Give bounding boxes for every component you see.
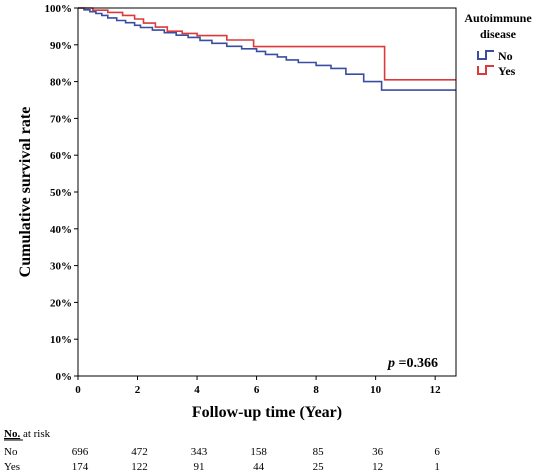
risk-cell: 158 [250, 446, 267, 458]
y-tick-label: 10% [50, 334, 72, 346]
risk-rows: No 696 472 343 158 85 36 6 Yes 174 122 91 44 25 12 1 [4, 446, 440, 473]
risk-header-no: No. [4, 428, 20, 440]
x-axis-label: Follow-up time (Year) [192, 404, 342, 421]
risk-cell: 12 [372, 461, 383, 473]
axes: 0% 10% 20% 30% 40% 50% 60% 70% 80% 90% 100% 0 2 4 6 8 10… [45, 3, 457, 396]
legend-swatch-yes [477, 65, 494, 75]
y-tick-label: 90% [50, 40, 72, 52]
y-tick-label: 80% [50, 77, 72, 89]
plot-frame [77, 7, 457, 377]
legend: Autoimmune disease No Yes [464, 11, 532, 78]
risk-table-header: No. at risk [4, 428, 51, 440]
series-line-yes [78, 7, 456, 81]
p-symbol: p [387, 356, 395, 371]
risk-cell: 472 [131, 446, 148, 458]
y-tick-label: 30% [50, 261, 72, 273]
x-tick-label: 10 [370, 384, 382, 396]
legend-title-line-2: disease [480, 27, 517, 41]
risk-header-at-risk: at risk [20, 428, 50, 440]
risk-row-label: Yes [4, 461, 20, 473]
risk-row-label: No [4, 446, 18, 458]
x-tick-label: 4 [194, 384, 200, 396]
risk-cell: 91 [194, 461, 205, 473]
risk-cell: 44 [253, 461, 265, 473]
y-tick-label: 0% [56, 371, 73, 383]
legend-swatch-no [477, 50, 494, 60]
risk-cell: 36 [372, 446, 384, 458]
p-value-text: =0.366 [395, 356, 438, 371]
p-value-annotation: p =0.366 [387, 356, 438, 371]
legend-label-no: No [498, 49, 513, 63]
risk-cell: 122 [131, 461, 148, 473]
risk-cell: 6 [434, 446, 440, 458]
risk-cell: 696 [72, 446, 89, 458]
legend-title-line-1: Autoimmune [464, 11, 532, 25]
risk-cell: 343 [191, 446, 208, 458]
y-tick-label: 100% [45, 3, 73, 15]
y-axis-label: Cumulative survival rate [17, 107, 34, 278]
y-tick-label: 40% [50, 224, 72, 236]
risk-cell: 85 [313, 446, 325, 458]
x-tick-label: 0 [75, 384, 81, 396]
risk-cell: 1 [434, 461, 440, 473]
risk-cell: 25 [313, 461, 325, 473]
risk-cell: 174 [72, 461, 89, 473]
series-line-no [78, 7, 456, 91]
x-tick-label: 12 [430, 384, 442, 396]
x-tick-label: 6 [254, 384, 260, 396]
x-tick-label: 8 [313, 384, 319, 396]
y-tick-label: 60% [50, 150, 72, 162]
y-tick-label: 70% [50, 113, 72, 125]
plot-area [78, 7, 456, 91]
y-tick-label: 50% [50, 187, 72, 199]
y-tick-label: 20% [50, 297, 72, 309]
x-tick-label: 2 [135, 384, 141, 396]
legend-label-yes: Yes [498, 64, 516, 78]
